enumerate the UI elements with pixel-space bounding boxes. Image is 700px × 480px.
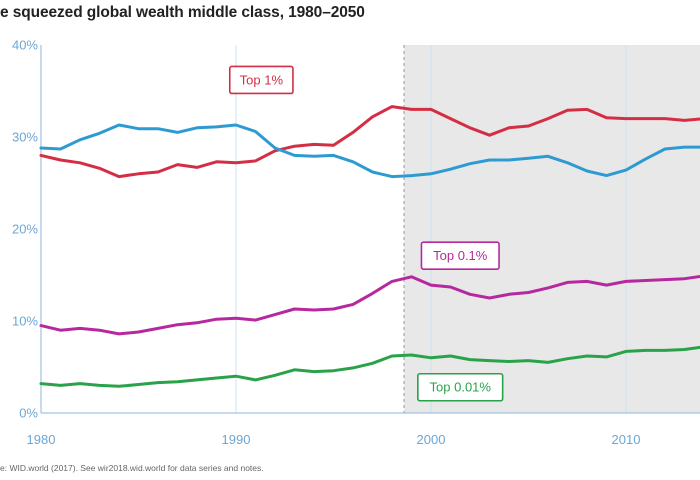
callout-box	[228, 65, 294, 95]
y-tick-label: 0%	[19, 406, 38, 421]
y-tick-label: 20%	[12, 222, 38, 237]
x-tick-label: 2010	[612, 432, 641, 447]
projection-shade	[404, 45, 700, 413]
chart-title: e squeezed global wealth middle class, 1…	[0, 4, 365, 21]
y-axis-ticks: 0% 10% 20% 30% 40%	[12, 38, 38, 421]
callout-label: Top 0.1%	[433, 248, 488, 263]
x-axis-ticks: 1980199020002010202020302040	[27, 432, 641, 447]
callout-label: Top 1%	[240, 72, 284, 87]
series-lines	[39, 105, 700, 388]
series-line	[39, 105, 700, 179]
y-tick-label: 10%	[12, 314, 38, 329]
y-tick-label: 40%	[12, 38, 38, 53]
series-line	[39, 345, 700, 388]
source-note: e: WID.world (2017). See wir2018.wid.wor…	[0, 463, 264, 473]
x-tick-label: 2000	[417, 432, 446, 447]
annotations: Top 1%Middle 40%“Global middle class”Top…	[228, 65, 504, 402]
callout-box	[420, 241, 500, 270]
y-tick-label: 30%	[12, 130, 38, 145]
x-tick-label: 1990	[222, 432, 251, 447]
callout-box	[417, 372, 504, 402]
series-line	[39, 123, 700, 179]
x-tick-label: 1980	[27, 432, 56, 447]
series-line	[39, 274, 700, 336]
callout-label: Top 0.01%	[430, 380, 492, 395]
